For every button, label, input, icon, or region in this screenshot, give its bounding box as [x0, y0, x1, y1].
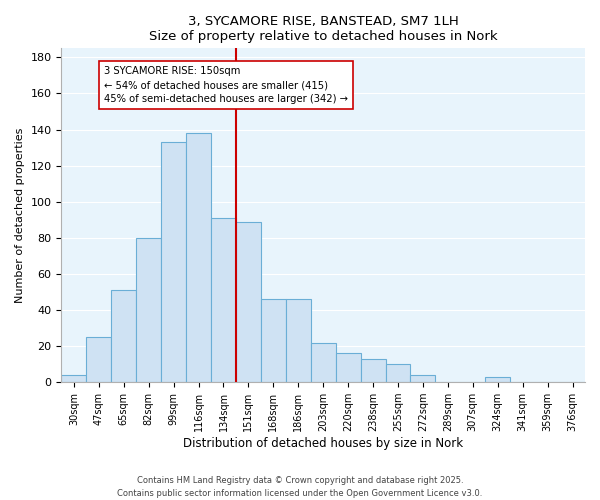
- Bar: [161, 142, 186, 382]
- Bar: [136, 238, 161, 382]
- Bar: [286, 299, 311, 382]
- Bar: [261, 299, 286, 382]
- Bar: [335, 354, 361, 382]
- Text: Contains HM Land Registry data © Crown copyright and database right 2025.
Contai: Contains HM Land Registry data © Crown c…: [118, 476, 482, 498]
- Bar: [485, 377, 510, 382]
- Bar: [361, 359, 386, 382]
- Bar: [61, 375, 86, 382]
- Bar: [311, 342, 335, 382]
- Bar: [86, 337, 111, 382]
- Bar: [386, 364, 410, 382]
- X-axis label: Distribution of detached houses by size in Nork: Distribution of detached houses by size …: [183, 437, 463, 450]
- Bar: [236, 222, 261, 382]
- Text: 3 SYCAMORE RISE: 150sqm
← 54% of detached houses are smaller (415)
45% of semi-d: 3 SYCAMORE RISE: 150sqm ← 54% of detache…: [104, 66, 348, 104]
- Bar: [111, 290, 136, 382]
- Bar: [186, 133, 211, 382]
- Bar: [410, 375, 436, 382]
- Title: 3, SYCAMORE RISE, BANSTEAD, SM7 1LH
Size of property relative to detached houses: 3, SYCAMORE RISE, BANSTEAD, SM7 1LH Size…: [149, 15, 497, 43]
- Y-axis label: Number of detached properties: Number of detached properties: [15, 128, 25, 303]
- Bar: [211, 218, 236, 382]
